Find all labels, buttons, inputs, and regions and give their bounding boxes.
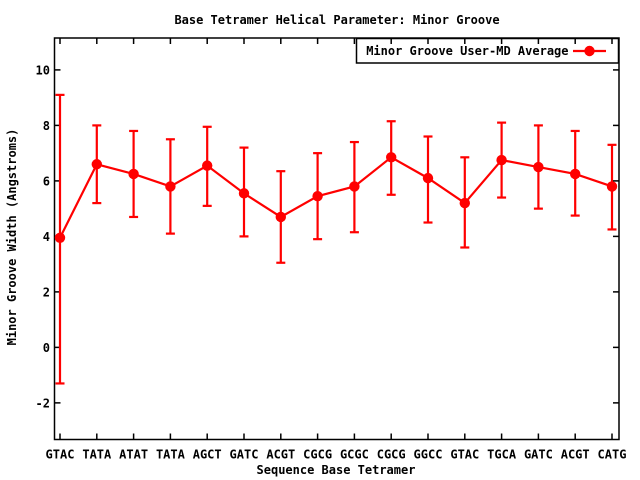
plot-frame: -2 0 2 4 6 8 10 GTAC TATA ATAT TATA AGCT GATC ACGT CGC… xyxy=(36,37,627,462)
chart-title: Base Tetramer Helical Parameter: Minor G… xyxy=(174,13,499,27)
x-tick-label: ACGT xyxy=(266,448,295,462)
x-tick-label: TATA xyxy=(82,448,112,462)
x-tick-label: GGCC xyxy=(414,448,443,462)
y-tick-label: 10 xyxy=(36,63,50,77)
data-point-marker xyxy=(533,161,544,173)
data-point-marker xyxy=(459,197,470,209)
y-tick-label: 6 xyxy=(43,174,50,188)
x-tick-label: GATC xyxy=(524,448,553,462)
x-tick-label: CGCG xyxy=(377,448,406,462)
data-point-marker xyxy=(496,154,507,166)
y-tick-label: 0 xyxy=(43,341,50,355)
series-line xyxy=(59,155,613,239)
data-point-marker xyxy=(165,181,176,192)
legend-label: Minor Groove User-MD Average xyxy=(366,44,568,58)
data-point-marker xyxy=(202,160,213,171)
x-tick-label: GTAC xyxy=(450,448,479,462)
y-tick-label: -2 xyxy=(36,396,50,410)
data-series xyxy=(54,93,618,385)
data-point-marker xyxy=(570,168,581,180)
x-axis-label: Sequence Base Tetramer xyxy=(257,463,416,477)
x-tick-label: CGCG xyxy=(303,448,332,462)
y-tick-label: 2 xyxy=(43,285,50,299)
x-tick-label: AGCT xyxy=(193,448,222,462)
data-point-marker xyxy=(606,181,618,192)
x-tick-label: TGCA xyxy=(487,448,517,462)
legend: Minor Groove User-MD Average xyxy=(355,37,620,64)
data-point-marker xyxy=(312,190,323,202)
x-tick-label: GCGC xyxy=(340,448,369,462)
data-point-marker xyxy=(128,168,139,180)
data-point-marker xyxy=(422,172,434,184)
data-point-marker xyxy=(386,152,397,163)
data-point-marker xyxy=(349,181,360,192)
y-axis-label: Minor Groove Width (Angstroms) xyxy=(5,129,19,346)
x-tick-label: GATC xyxy=(230,448,259,462)
data-point-marker xyxy=(91,159,103,170)
data-point-marker xyxy=(238,188,250,199)
legend-sample-marker-icon xyxy=(584,45,595,57)
data-point-marker xyxy=(54,232,66,243)
x-tick-label: ACGT xyxy=(561,448,590,462)
y-tick-label: 8 xyxy=(43,119,50,133)
x-tick-label: CATG xyxy=(598,448,627,462)
y-tick-label: 4 xyxy=(43,230,50,244)
x-tick-label: GTAC xyxy=(46,448,75,462)
data-point-marker xyxy=(275,211,286,223)
plot-border xyxy=(53,37,620,441)
x-tick-label: TATA xyxy=(156,448,186,462)
x-tick-label: ATAT xyxy=(119,448,148,462)
legend-box xyxy=(355,37,620,64)
